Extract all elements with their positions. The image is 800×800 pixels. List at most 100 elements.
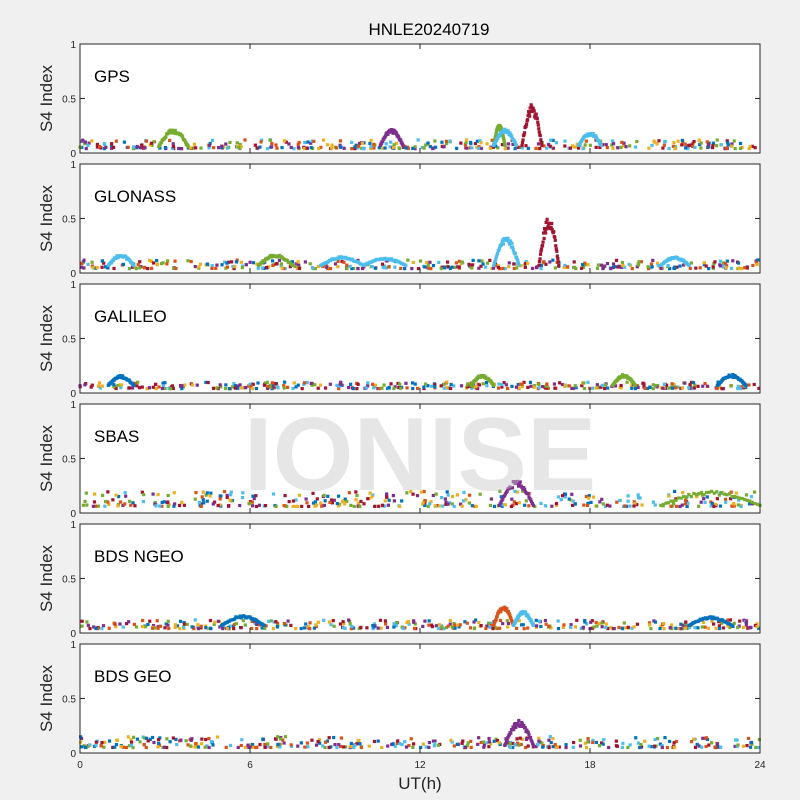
data-point: [534, 146, 538, 150]
data-point: [271, 263, 275, 268]
data-point: [494, 144, 498, 148]
data-point: [83, 383, 87, 387]
data-point: [433, 385, 437, 389]
data-point: [713, 260, 717, 264]
data-point: [96, 384, 101, 388]
data-point: [213, 500, 217, 504]
data-point: [314, 624, 318, 629]
data-point: [279, 264, 283, 268]
data-point: [107, 502, 111, 507]
data-point: [547, 221, 551, 226]
data-point: [327, 736, 331, 740]
data-point: [350, 266, 354, 271]
data-point: [541, 260, 546, 264]
data-point: [162, 500, 166, 504]
data-point: [752, 490, 757, 494]
data-point: [605, 261, 610, 266]
data-point: [524, 259, 528, 264]
data-point: [287, 142, 291, 146]
data-point: [429, 623, 434, 627]
data-point: [331, 619, 335, 623]
data-point: [180, 147, 184, 151]
data-points: [78, 103, 757, 151]
data-point: [548, 260, 552, 264]
data-point: [127, 267, 132, 271]
data-point: [684, 146, 688, 150]
data-point: [397, 742, 402, 746]
data-point: [240, 266, 244, 270]
data-point: [221, 626, 225, 631]
data-point: [608, 504, 612, 508]
data-point: [527, 504, 531, 508]
data-point: [154, 382, 158, 387]
data-point: [584, 494, 588, 499]
data-point: [106, 265, 110, 270]
data-point: [431, 146, 435, 151]
data-point: [506, 621, 511, 626]
data-point: [537, 386, 541, 390]
data-point: [501, 497, 505, 501]
data-point: [180, 384, 184, 388]
data-point: [229, 490, 233, 494]
data-point: [180, 500, 184, 504]
data-point: [503, 143, 507, 147]
data-point: [96, 504, 100, 508]
data-point: [600, 621, 604, 625]
data-point: [406, 258, 410, 262]
data-point: [280, 146, 284, 150]
data-point: [140, 143, 144, 147]
data-point: [144, 625, 148, 629]
data-point: [196, 745, 201, 749]
data-point: [116, 504, 120, 508]
data-point: [271, 381, 275, 385]
data-point: [627, 262, 631, 267]
data-point: [80, 624, 84, 628]
data-point: [110, 142, 114, 146]
data-point: [531, 741, 535, 746]
data-point: [639, 745, 644, 749]
data-point: [335, 745, 339, 750]
data-point: [250, 626, 254, 631]
data-point: [594, 145, 598, 149]
data-point: [349, 382, 353, 386]
data-point: [636, 385, 640, 390]
y-tick-label: 0: [70, 389, 76, 400]
data-point: [305, 146, 309, 150]
data-point: [256, 381, 260, 385]
data-point: [357, 738, 361, 743]
data-point: [340, 259, 344, 264]
data-point: [149, 259, 153, 263]
data-point: [224, 383, 228, 387]
data-point: [233, 617, 237, 621]
data-point: [265, 380, 269, 384]
data-point: [693, 626, 697, 630]
data-point: [88, 626, 92, 631]
data-point: [119, 386, 123, 390]
data-point: [144, 139, 149, 143]
data-point: [613, 384, 618, 388]
data-point: [712, 491, 716, 495]
data-point: [692, 386, 696, 390]
data-point: [515, 737, 519, 741]
data-point: [156, 626, 160, 630]
data-point: [444, 139, 449, 143]
data-point: [215, 386, 219, 390]
data-point: [151, 261, 156, 265]
data-point: [586, 501, 590, 505]
data-point: [546, 142, 551, 147]
data-point: [323, 745, 327, 750]
data-point: [473, 141, 478, 146]
data-point: [83, 142, 87, 146]
data-point: [372, 386, 376, 390]
data-point: [733, 744, 737, 748]
data-point: [429, 500, 433, 504]
data-point: [386, 744, 390, 748]
data-point: [103, 740, 107, 744]
data-point: [85, 620, 89, 624]
data-point: [705, 384, 710, 388]
data-point: [725, 493, 729, 497]
data-point: [470, 263, 475, 267]
data-point: [571, 386, 575, 391]
data-point: [282, 380, 287, 384]
data-point: [265, 147, 270, 151]
